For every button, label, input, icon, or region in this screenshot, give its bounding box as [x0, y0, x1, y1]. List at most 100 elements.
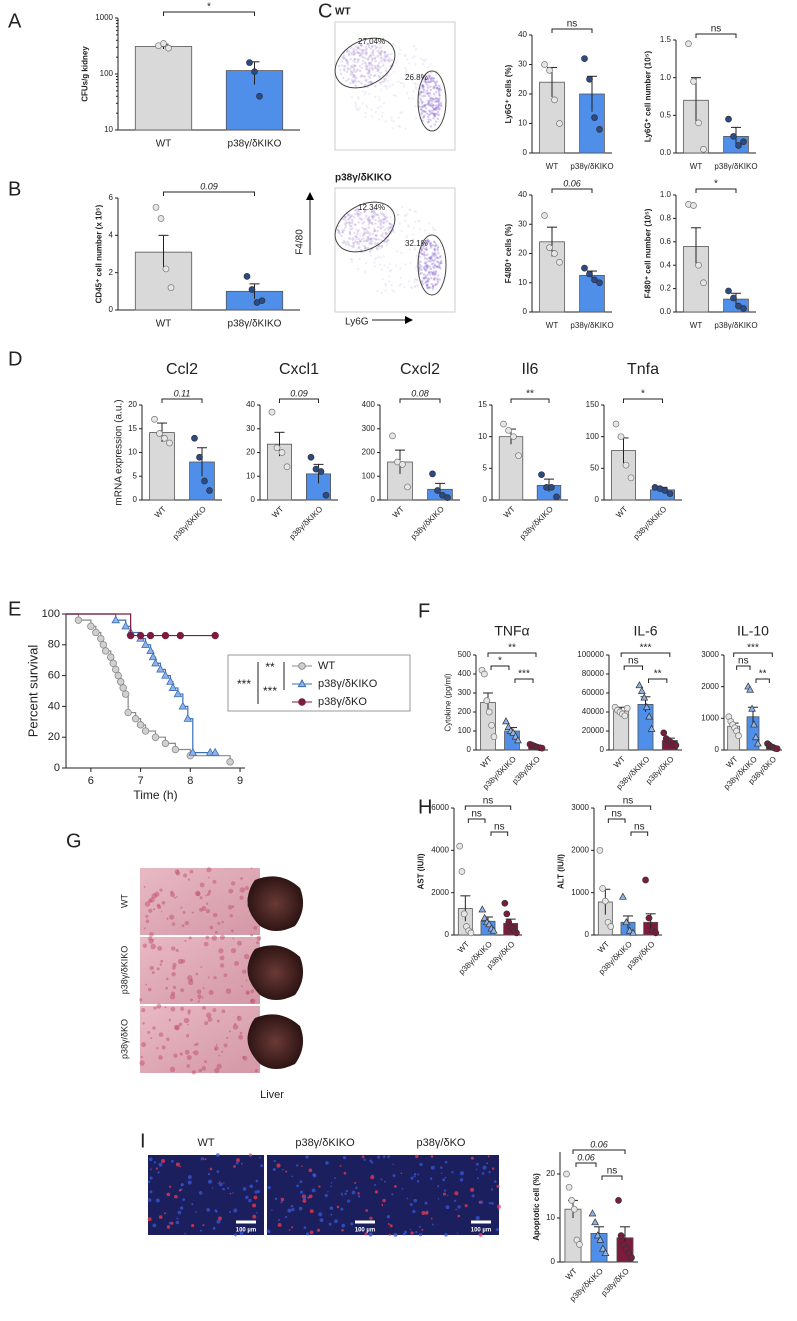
flow-event: [354, 48, 358, 52]
legend-label: p38γ/δKO: [318, 696, 367, 708]
data-point: [146, 631, 155, 640]
flow-event: [377, 43, 381, 46]
flow-event: [418, 272, 422, 275]
flow-event: [358, 234, 362, 238]
flow-event: [380, 59, 383, 63]
tissue-spot: [158, 1055, 163, 1060]
flow-event: [379, 54, 383, 57]
flow-event: [340, 234, 343, 238]
flow-event: [341, 229, 345, 232]
tissue-spot: [232, 1024, 239, 1030]
flow-event: [367, 43, 370, 46]
flow-event: [434, 104, 438, 107]
flow-event: [388, 85, 391, 88]
nucleus: [166, 1192, 171, 1197]
flow-event: [434, 284, 437, 287]
tissue-spot: [180, 906, 183, 909]
flow-event: [432, 85, 435, 89]
flow-event: [365, 214, 368, 218]
y-tick-label: 0: [467, 745, 472, 754]
data-point: [141, 640, 150, 648]
data-point: [248, 286, 256, 293]
nucleus: [409, 1228, 412, 1231]
flow-event: [430, 262, 434, 266]
flow-event: [422, 253, 426, 256]
y-tick-label: 80: [48, 639, 60, 651]
flow-event: [370, 215, 373, 218]
flow-event: [418, 268, 421, 271]
y-tick-label: 10: [518, 278, 527, 287]
tissue-spot: [166, 917, 169, 920]
flow-event: [428, 99, 431, 103]
tissue-spot: [195, 1042, 199, 1046]
significance-bracket: [648, 678, 668, 683]
nucleus: [413, 1175, 416, 1178]
flow-event: [433, 249, 437, 252]
tissue-spot: [198, 1068, 203, 1073]
flow-event: [385, 209, 388, 212]
flow-event: [388, 60, 391, 63]
flow-event: [371, 64, 374, 67]
flow-event: [421, 84, 424, 88]
flow-event: [370, 237, 373, 240]
y-tick-label: 3000: [701, 650, 719, 659]
flow-event: [352, 81, 355, 84]
nucleus: [487, 1155, 490, 1158]
flow-event: [435, 113, 439, 116]
flow-event: [360, 75, 363, 78]
flow-event: [432, 117, 435, 120]
y-tick-label: 0: [251, 495, 256, 504]
nucleus: [443, 1192, 446, 1196]
flow-event: [388, 57, 391, 60]
significance-label: *: [641, 389, 645, 400]
flow-event: [426, 287, 429, 290]
nucleus: [299, 1180, 303, 1184]
flow-event: [352, 81, 355, 84]
nucleus: [374, 1190, 379, 1194]
flow-event: [386, 241, 389, 244]
flow-event: [355, 76, 358, 80]
flow-event: [431, 112, 434, 115]
nucleus: [232, 1192, 234, 1194]
flow-event: [368, 68, 371, 71]
arrow-head: [306, 192, 314, 200]
flow-event: [437, 99, 441, 102]
y-tick-label: 1.0: [660, 190, 672, 199]
y-tick-label: 100: [100, 69, 114, 78]
data-point: [243, 273, 251, 280]
x-tick-label: WT: [564, 1266, 579, 1281]
flow-event: [426, 264, 429, 267]
flow-event: [439, 254, 442, 258]
flow-event: [371, 45, 374, 48]
flow-event: [350, 71, 353, 74]
flow-event: [359, 44, 363, 47]
flow-event: [434, 257, 437, 261]
flow-event: [388, 262, 391, 266]
tissue-spot: [159, 888, 163, 892]
flow-event: [427, 99, 430, 103]
flow-event: [366, 58, 370, 61]
flow-event: [414, 48, 418, 51]
flow-event: [435, 87, 438, 90]
flow-event: [377, 61, 381, 65]
x-tick-label: p38γ/δKIKO: [228, 319, 282, 330]
data-point: [501, 899, 509, 907]
data-point: [188, 747, 198, 756]
flow-event: [384, 233, 388, 237]
flow-event: [421, 85, 424, 88]
nucleus: [152, 1223, 157, 1228]
flow-event: [369, 61, 372, 65]
nucleus: [471, 1194, 475, 1198]
data-point: [152, 203, 160, 211]
flow-event: [358, 257, 361, 261]
tissue-spot: [141, 1042, 147, 1048]
data-point: [456, 842, 464, 850]
flow-event: [352, 49, 355, 53]
flow-event: [336, 228, 339, 232]
flow-event: [411, 97, 414, 100]
flow-event: [368, 63, 371, 67]
flow-event: [422, 266, 426, 270]
x-tick-label: WT: [614, 504, 629, 519]
flow-event: [348, 244, 351, 247]
flow-event: [368, 226, 371, 230]
